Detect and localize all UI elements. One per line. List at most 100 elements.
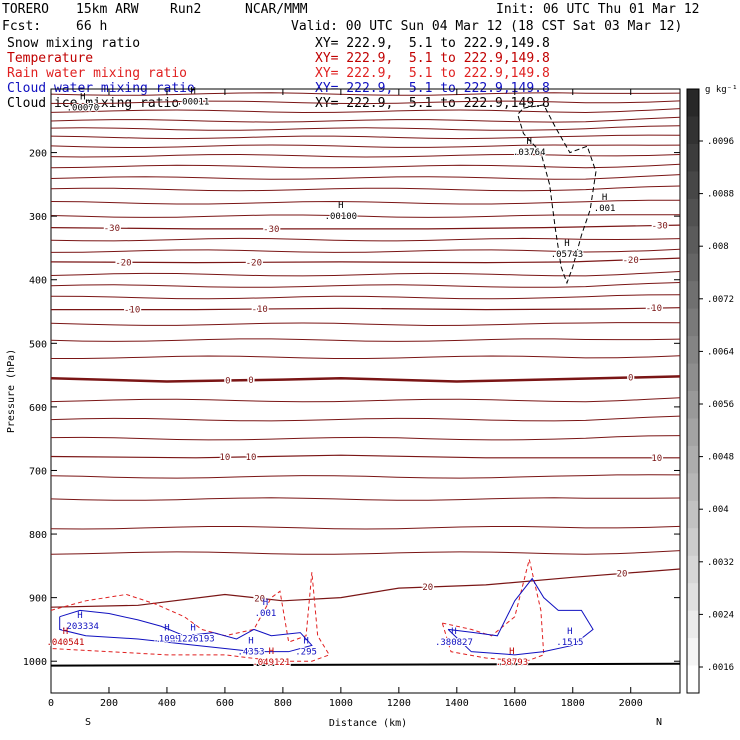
colorbar-cell [687, 638, 699, 667]
background-contour [50, 474, 681, 479]
high-symbol: H [263, 598, 268, 608]
temperature-contour-label: 20 [422, 583, 433, 593]
rain-water-contour [50, 572, 331, 662]
x-tick-label: 0 [48, 698, 54, 709]
background-contour [50, 108, 681, 114]
colorbar-cell [687, 198, 699, 227]
high-marker: H.203334 [60, 611, 100, 633]
background-contour [50, 125, 681, 131]
x-tick-label: 1000 [329, 698, 353, 709]
high-value: .00070 [67, 104, 100, 114]
temperature-contour-label: -30 [104, 224, 120, 234]
high-value: .00011 [177, 97, 210, 107]
high-marker: H.1099 [152, 624, 181, 646]
temperature-contour-label: 10 [219, 453, 230, 463]
colorbar-tick-label: .0048 [707, 453, 734, 463]
high-marker: H.05743 [550, 239, 585, 261]
colorbar-cell [687, 116, 699, 145]
temperature-contour [50, 257, 681, 264]
y-tick-label: 800 [29, 530, 47, 541]
colorbar-cell [687, 583, 699, 612]
y-tick-label: 700 [29, 466, 47, 477]
high-symbol: H [190, 86, 195, 96]
temperature-contour-label: -20 [623, 256, 639, 266]
run-name: Run2 [170, 2, 202, 17]
background-contour [50, 415, 681, 422]
x-tick-label: 1400 [445, 698, 469, 709]
x-end-right: N [656, 717, 662, 728]
background-contour [50, 163, 681, 169]
x-tick-label: 600 [216, 698, 234, 709]
colorbar-cell [687, 363, 699, 392]
high-marker: H.040541 [46, 627, 86, 649]
high-marker: H.4353 [236, 636, 265, 658]
high-marker: H.1515 [555, 627, 584, 649]
moisture-contours [50, 104, 681, 667]
high-symbol: H [602, 193, 607, 203]
field-xy-snow: XY= 222.9, 5.1 to 222.9,149.8 [315, 36, 550, 51]
axes: 0 200 400 600 800 1000 1200 1400 1600 1800 2000200… [23, 89, 680, 709]
high-symbol: H [303, 636, 308, 646]
colorbar-tick-label: .008 [707, 242, 729, 252]
temperature-contour-label: -20 [246, 258, 262, 268]
high-symbol: H [269, 647, 274, 657]
high-marker: H.00011 [176, 86, 211, 108]
colorbar-cell [687, 226, 699, 255]
colorbar-tick-label: .0088 [707, 190, 734, 200]
high-value: .001 [594, 204, 616, 214]
x-tick-label: 200 [100, 698, 118, 709]
colorbar: .0096 .0088 .008 .0072 .0064 .0056 .0048 .004 .0… [686, 88, 734, 694]
high-value: .4353 [237, 647, 264, 657]
temperature-contour-label: -30 [652, 221, 668, 231]
temperature-contour-label: -10 [252, 305, 268, 315]
field-xy-temperature: XY= 222.9, 5.1 to 222.9,149.8 [315, 51, 550, 66]
colorbar-cell [687, 336, 699, 365]
y-tick-label: 600 [29, 403, 47, 414]
temperature-contour-label: 10 [651, 454, 662, 464]
colorbar-cell [687, 171, 699, 200]
colorbar-cell [687, 308, 699, 337]
background-contour [50, 248, 681, 253]
temperature-contour [50, 568, 681, 608]
temperature-contour-label: 20 [617, 569, 628, 579]
colorbar-cell [687, 528, 699, 557]
field-name-temperature: Temperature [7, 51, 94, 66]
temperature-contour-label: 10 [246, 453, 257, 463]
high-marker: H.295 [294, 636, 318, 658]
high-symbol: H [338, 201, 343, 211]
colorbar-cell [687, 500, 699, 529]
background-contour [50, 525, 681, 530]
temperature-contour-label: 0 [225, 376, 230, 386]
y-tick-label: 300 [29, 212, 47, 223]
colorbar-tick-label: .0016 [707, 663, 734, 673]
x-tick-label: 1800 [561, 698, 585, 709]
high-value: .1226193 [171, 635, 214, 645]
colorbar-cell [687, 610, 699, 639]
valid-time: Valid: 00 UTC Sun 04 Mar 12 (18 CST Sat … [291, 19, 683, 34]
colorbar-tick-label: .0056 [707, 400, 734, 410]
high-value: .203334 [61, 622, 99, 632]
high-value: .295 [295, 647, 317, 657]
colorbar-cell [687, 253, 699, 282]
high-value: .380827 [435, 638, 473, 648]
colorbar-frame [686, 88, 700, 694]
high-marker: H.58793 [495, 647, 530, 669]
contour-labels: -30 -30 -30 -20 -20 -20 -10 -10 -10 0 0 0 10 10 10 20 20… [46, 86, 670, 669]
high-symbol: H [509, 647, 514, 657]
temperature-contours [50, 92, 681, 608]
colorbar-cell [687, 418, 699, 447]
background-contour [50, 338, 681, 342]
temperature-contour-label: -20 [115, 258, 131, 268]
resolution: 15km ARW [76, 2, 139, 17]
cloud-ice-contour [517, 104, 597, 285]
colorbar-unit: g kg⁻¹ [705, 85, 738, 95]
field-name-snow: Snow mixing ratio [7, 36, 141, 51]
x-tick-label: 1600 [503, 698, 527, 709]
background-contour [51, 355, 681, 359]
field-name-rain: Rain water mixing ratio [7, 66, 188, 81]
background-contour [50, 153, 681, 158]
high-symbol: H [451, 627, 456, 637]
high-marker: H.380827 [434, 627, 474, 649]
colorbar-tick-label: .0032 [707, 558, 734, 568]
